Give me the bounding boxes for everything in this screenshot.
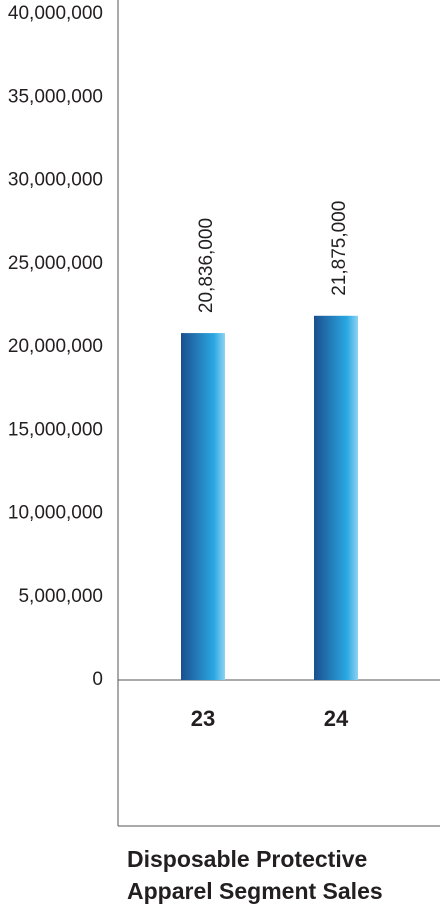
y-tick-label: 20,000,000 — [8, 336, 103, 357]
bar — [314, 315, 358, 680]
y-tick-label: 35,000,000 — [8, 86, 103, 107]
chart-title: Disposable Protective Apparel Segment Sa… — [127, 846, 383, 904]
value-label: 20,836,000 — [196, 218, 217, 313]
y-tick-label: 40,000,000 — [8, 3, 103, 24]
y-tick-label: 25,000,000 — [8, 253, 103, 274]
bar — [181, 333, 225, 680]
x-tick-label: 23 — [191, 706, 215, 731]
x-tick-label: 24 — [324, 706, 349, 731]
value-label: 21,875,000 — [329, 201, 350, 296]
y-tick-label: 10,000,000 — [8, 503, 103, 524]
y-tick-label: 0 — [92, 669, 103, 690]
y-tick-label: 5,000,000 — [18, 586, 103, 607]
y-tick-label: 15,000,000 — [8, 419, 103, 440]
y-tick-label: 30,000,000 — [8, 170, 103, 191]
